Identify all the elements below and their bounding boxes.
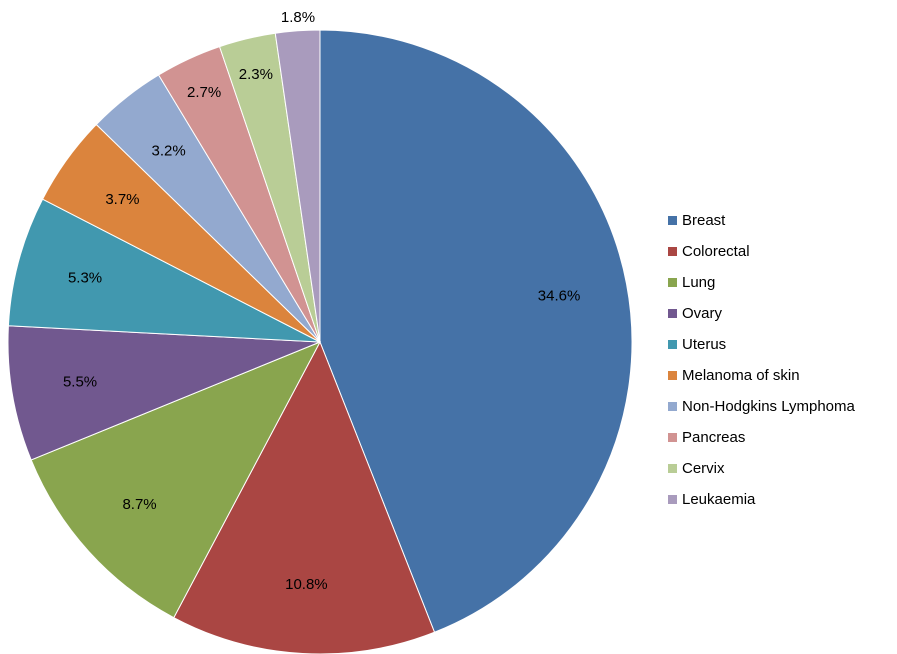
data-label: 3.7% bbox=[105, 191, 139, 208]
legend-swatch bbox=[668, 495, 677, 504]
pie-slice-ovary bbox=[7, 325, 321, 461]
pie-slice-uterus bbox=[7, 198, 321, 343]
pie-slices bbox=[7, 29, 633, 654]
legend-item: Uterus bbox=[668, 329, 855, 360]
pie-slice-breast bbox=[319, 29, 633, 633]
legend: Breast Colorectal Lung Ovary Uterus Melanoma … bbox=[668, 205, 855, 515]
pie-slice-lung bbox=[30, 341, 322, 619]
legend-item: Pancreas bbox=[668, 422, 855, 453]
data-label: 10.8% bbox=[285, 576, 328, 593]
legend-swatch bbox=[668, 402, 677, 411]
legend-item: Melanoma of skin bbox=[668, 360, 855, 391]
legend-label: Breast bbox=[682, 212, 726, 229]
legend-swatch bbox=[668, 340, 677, 349]
legend-swatch bbox=[668, 371, 677, 380]
data-label: 5.5% bbox=[63, 374, 97, 391]
legend-label: Colorectal bbox=[682, 243, 750, 260]
legend-item: Cervix bbox=[668, 453, 855, 484]
data-label: 1.8% bbox=[281, 9, 315, 26]
legend-item: Non-Hodgkins Lymphoma bbox=[668, 391, 855, 422]
legend-label: Leukaemia bbox=[682, 491, 756, 508]
pie-data-labels: 34.6% 10.8% 8.7% 5.5% 5.3% 3.7% 3.2% 2.7% 2.3% 1.… bbox=[63, 9, 580, 593]
legend-swatch bbox=[668, 216, 677, 225]
legend-label: Ovary bbox=[682, 305, 723, 322]
legend-label: Melanoma of skin bbox=[682, 367, 800, 384]
legend-swatch bbox=[668, 464, 677, 473]
legend-label: Uterus bbox=[682, 336, 727, 353]
data-label: 3.2% bbox=[151, 142, 185, 159]
legend-label: Cervix bbox=[682, 460, 725, 477]
data-label: 34.6% bbox=[538, 288, 581, 305]
legend-item: Lung bbox=[668, 267, 855, 298]
legend-item: Leukaemia bbox=[668, 484, 855, 515]
legend-item: Colorectal bbox=[668, 236, 855, 267]
legend-item: Ovary bbox=[668, 298, 855, 329]
legend-item: Breast bbox=[668, 205, 855, 236]
legend-label: Lung bbox=[682, 274, 716, 291]
legend-swatch bbox=[668, 278, 677, 287]
legend-label: Pancreas bbox=[682, 429, 746, 446]
legend-label: Non-Hodgkins Lymphoma bbox=[682, 398, 855, 415]
pie-slice-leukaemia bbox=[274, 29, 321, 343]
data-label: 2.7% bbox=[187, 84, 221, 101]
data-label: 2.3% bbox=[239, 66, 273, 83]
data-label: 8.7% bbox=[122, 496, 156, 513]
legend-swatch bbox=[668, 433, 677, 442]
legend-swatch bbox=[668, 309, 677, 318]
pie-slice-colorectal bbox=[173, 340, 436, 654]
legend-swatch bbox=[668, 247, 677, 256]
data-label: 5.3% bbox=[68, 270, 102, 287]
